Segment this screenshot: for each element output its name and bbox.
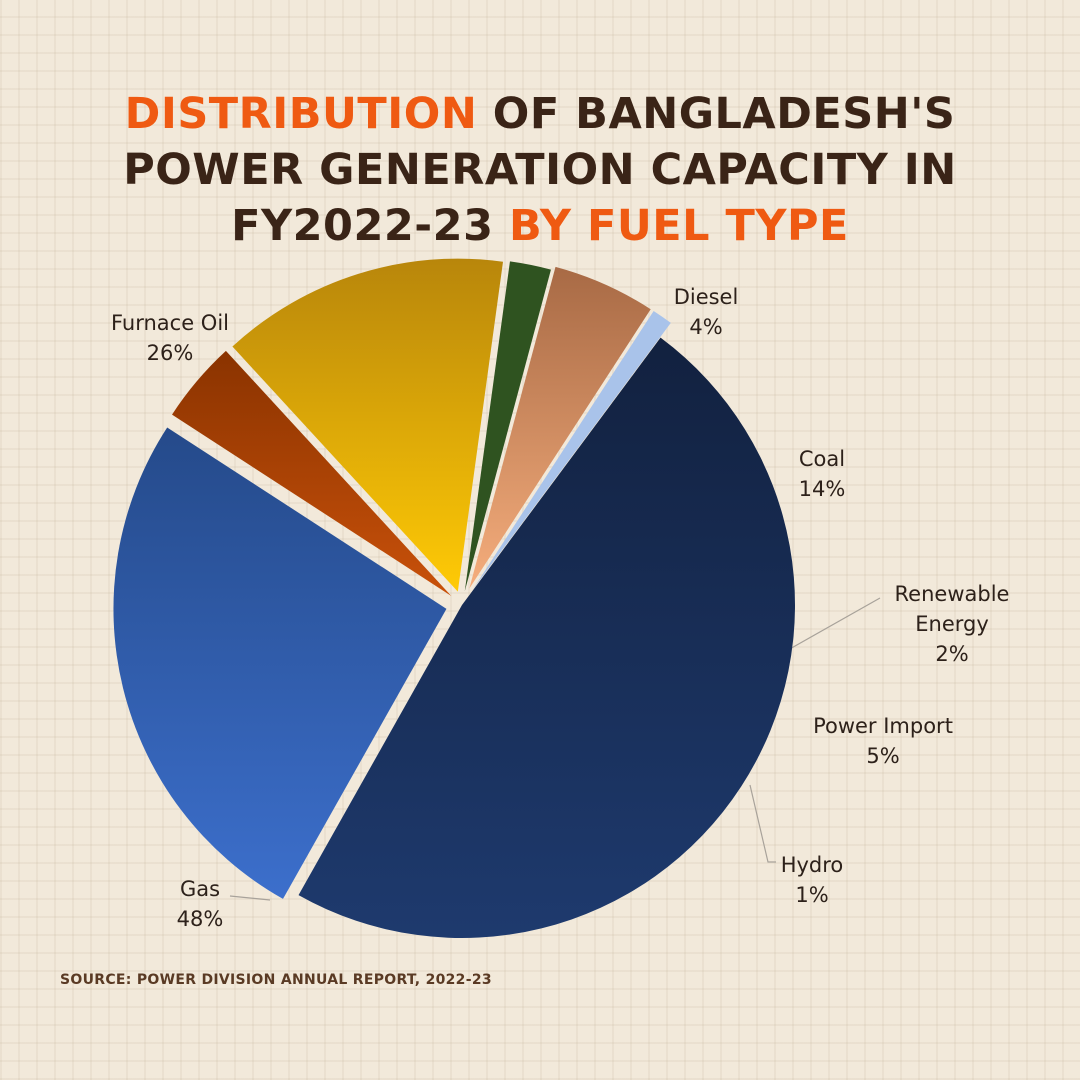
slice-label-gas: Gas <box>180 877 220 901</box>
slice-label-furnace-oil: Furnace Oil <box>111 311 229 335</box>
slice-value-coal: 14% <box>799 477 846 501</box>
title-text-fy: FY2022-23 <box>231 201 509 251</box>
slice-coal <box>232 258 504 592</box>
leader-line-renewable-energy <box>787 597 881 651</box>
chart-title: DISTRIBUTION OF BANGLADESH'S POWER GENER… <box>0 86 1080 254</box>
slice-value-power-import: 5% <box>866 744 899 768</box>
slice-label-renewable-energy-0: Renewable <box>895 582 1010 606</box>
source-note: SOURCE: POWER DIVISION ANNUAL REPORT, 20… <box>60 972 492 988</box>
slice-label-hydro: Hydro <box>781 853 844 877</box>
leader-line-hydro <box>749 784 776 863</box>
slice-label-renewable-energy-1: Energy <box>915 612 989 636</box>
slice-value-diesel: 4% <box>689 315 722 339</box>
title-highlight-distribution: DISTRIBUTION <box>124 89 478 139</box>
slice-power-import <box>469 266 651 589</box>
slice-label-coal: Coal <box>799 447 845 471</box>
title-highlight-fuel-type: BY FUEL TYPE <box>508 201 849 251</box>
slice-diesel <box>172 350 452 596</box>
slice-furnace-oil <box>113 427 447 899</box>
slice-gas <box>298 337 796 939</box>
title-text-bangladesh: OF BANGLADESH'S <box>477 89 956 139</box>
slice-renewable-energy <box>464 261 551 592</box>
slice-value-hydro: 1% <box>795 883 828 907</box>
leader-line-gas <box>229 895 271 901</box>
slice-label-power-import: Power Import <box>813 714 953 738</box>
title-text-capacity: POWER GENERATION CAPACITY IN <box>123 145 957 195</box>
slice-value-renewable-energy: 2% <box>935 642 968 666</box>
slice-hydro <box>472 310 671 591</box>
slice-label-diesel: Diesel <box>674 285 739 309</box>
slice-value-furnace-oil: 26% <box>147 341 194 365</box>
slice-value-gas: 48% <box>177 907 224 931</box>
